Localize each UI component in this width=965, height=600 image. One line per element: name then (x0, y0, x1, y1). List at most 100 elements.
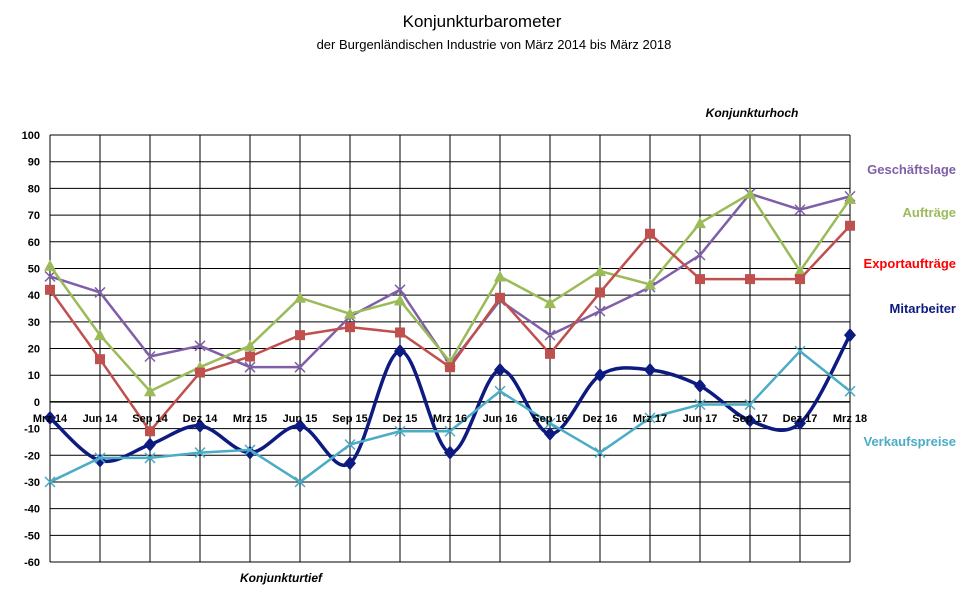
y-tick-label: 80 (28, 183, 40, 195)
x-tick-label: Jun 14 (83, 413, 119, 425)
data-point-x (644, 412, 656, 424)
data-point-x (794, 204, 806, 216)
data-point-diamond (394, 344, 406, 359)
x-tick-label: Mrz 15 (233, 413, 267, 425)
x-tick-label: Jun 16 (483, 413, 518, 425)
data-point-triangle (144, 385, 156, 397)
annotation-konjunkturhoch: Konjunkturhoch (706, 106, 799, 120)
data-point-x (294, 476, 306, 488)
data-point-square (145, 426, 155, 437)
x-tick-label: Sep 14 (132, 413, 168, 425)
y-tick-label: 10 (28, 370, 40, 382)
data-point-square (595, 287, 605, 298)
data-point-triangle (244, 339, 256, 351)
x-tick-label: Mrz 16 (433, 413, 467, 425)
data-point-triangle (644, 278, 656, 290)
data-point-square (245, 351, 255, 362)
data-point-triangle (694, 217, 706, 229)
data-point-square (45, 284, 55, 295)
x-tick-label: Dez 15 (383, 413, 418, 425)
data-point-square (395, 327, 405, 338)
y-tick-label: 70 (28, 210, 40, 222)
data-point-square (645, 228, 655, 239)
data-point-x (594, 447, 606, 459)
annotation-konjunkturtief: Konjunkturtief (240, 571, 323, 585)
data-point-x (444, 425, 456, 437)
x-tick-label: Dez 14 (183, 413, 219, 425)
series-mitarbeiter (44, 328, 856, 471)
data-point-triangle (494, 270, 506, 282)
data-point-square (545, 348, 555, 359)
x-tick-label: Jun 17 (683, 413, 718, 425)
data-point-triangle (294, 291, 306, 303)
data-point-x (194, 447, 206, 459)
series-exportauftr-ge (45, 220, 855, 437)
data-point-x (144, 350, 156, 363)
x-tick-label: Dez 17 (783, 413, 818, 425)
y-tick-label: 0 (34, 397, 40, 409)
data-point-square (445, 362, 455, 373)
legend-label: Geschäftslage (867, 162, 956, 177)
data-point-x (44, 476, 56, 488)
y-tick-label: -20 (24, 450, 40, 462)
y-tick-label: 100 (22, 130, 40, 142)
data-point-square (95, 354, 105, 365)
data-point-x (44, 270, 56, 282)
y-tick-label: -40 (24, 504, 40, 516)
data-point-square (345, 322, 355, 333)
x-tick-label: Mrz 18 (833, 413, 867, 425)
data-point-x (194, 340, 206, 352)
x-axis-ticks: Mrz 14 Jun 14 Sep 14 Dez 14 Mrz 15 Jun 15 Sep … (33, 413, 867, 425)
data-point-diamond (194, 418, 206, 433)
data-point-triangle (744, 187, 756, 199)
data-point-x (244, 361, 256, 373)
data-point-x (544, 417, 556, 429)
data-point-diamond (844, 328, 856, 343)
data-point-diamond (444, 445, 456, 460)
data-point-diamond (694, 378, 706, 393)
data-point-x (544, 329, 556, 341)
data-point-square (845, 220, 855, 231)
y-tick-label: 30 (28, 317, 40, 329)
y-tick-label: 40 (28, 290, 40, 302)
data-point-x (394, 425, 406, 437)
y-tick-label: 50 (28, 263, 40, 275)
data-point-diamond (744, 413, 756, 428)
data-point-triangle (794, 265, 806, 277)
chart-subtitle: der Burgenländischen Industrie von März … (317, 37, 672, 52)
y-tick-label: -10 (24, 424, 40, 436)
data-point-x (144, 452, 156, 464)
series-lines (44, 187, 856, 488)
y-tick-label: 20 (28, 344, 40, 356)
data-point-x (394, 284, 406, 296)
data-point-diamond (294, 418, 306, 433)
data-point-square (795, 274, 805, 285)
data-point-triangle (544, 297, 556, 309)
y-tick-label: -50 (24, 530, 40, 542)
data-point-diamond (544, 426, 556, 441)
data-point-diamond (594, 368, 606, 383)
data-point-square (695, 274, 705, 285)
data-point-x (344, 439, 356, 451)
x-tick-label: Jun 15 (283, 413, 318, 425)
data-point-x (694, 249, 706, 261)
data-point-diamond (644, 362, 656, 377)
x-tick-label: Sep 15 (332, 413, 367, 425)
legend-label: Exportaufträge (864, 256, 956, 271)
x-tick-label: Mrz 14 (33, 413, 68, 425)
x-tick-label: Sep 16 (532, 413, 567, 425)
data-point-triangle (344, 307, 356, 319)
data-point-square (495, 292, 505, 303)
data-point-x (594, 305, 606, 317)
data-point-diamond (794, 416, 806, 431)
data-point-triangle (394, 294, 406, 306)
data-point-square (195, 367, 205, 378)
x-tick-label: Mrz 17 (633, 413, 667, 425)
legend-label: Aufträge (903, 205, 956, 220)
data-point-x (694, 399, 706, 411)
gridlines (49, 134, 851, 563)
legend: Geschäftslage Aufträge Exportaufträge Mitar… (863, 162, 956, 449)
